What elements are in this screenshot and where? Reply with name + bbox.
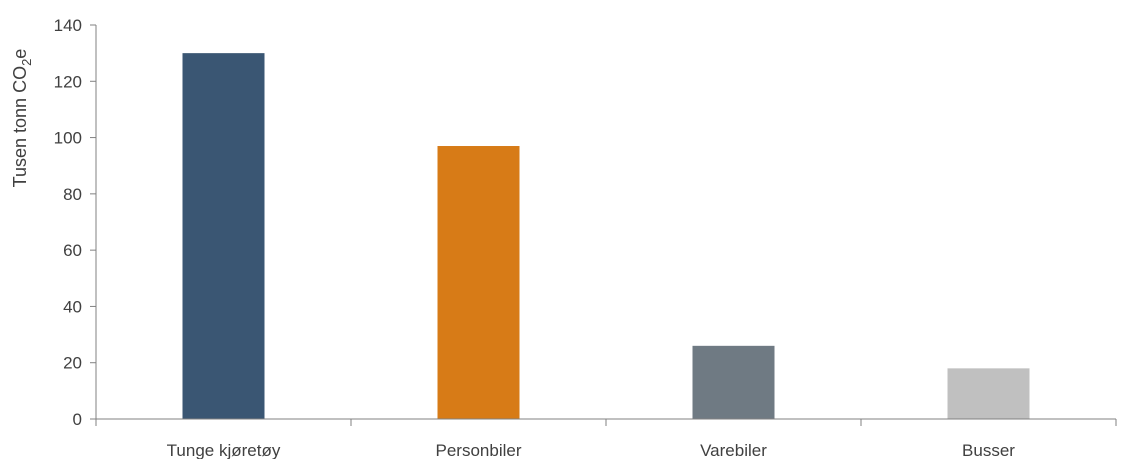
x-category-label: Tunge kjøretøy: [167, 441, 281, 459]
y-axis-title-text: Tusen tonn CO2e: [10, 49, 34, 188]
y-tick-label: 80: [63, 185, 82, 204]
y-tick-label: 60: [63, 241, 82, 260]
y-axis-ticks: 0 20 40 60 80 100 120 140: [54, 16, 96, 429]
y-title-main: Tusen tonn CO: [10, 66, 30, 187]
y-tick-label: 100: [54, 129, 82, 148]
bars: [182, 53, 1030, 420]
bar: [182, 53, 265, 420]
bar: [947, 368, 1030, 419]
y-title-tail: e: [10, 49, 30, 59]
bar: [437, 146, 520, 419]
x-category-label: Personbiler: [436, 441, 522, 459]
x-category-label: Busser: [962, 441, 1015, 459]
bar: [692, 345, 775, 419]
x-category-label: Varebiler: [700, 441, 767, 459]
y-tick-label: 20: [63, 354, 82, 373]
axes: [95, 25, 1117, 426]
y-title-subscript: 2: [19, 59, 34, 66]
y-tick-label: 140: [54, 16, 82, 35]
x-axis-labels: Tunge kjøretøy Personbiler Varebiler Busser: [167, 441, 1016, 459]
y-tick-label: 120: [54, 72, 82, 91]
y-axis-title: Tusen tonn CO2e: [10, 49, 34, 188]
y-tick-label: 40: [63, 297, 82, 316]
y-tick-label: 0: [73, 410, 82, 429]
